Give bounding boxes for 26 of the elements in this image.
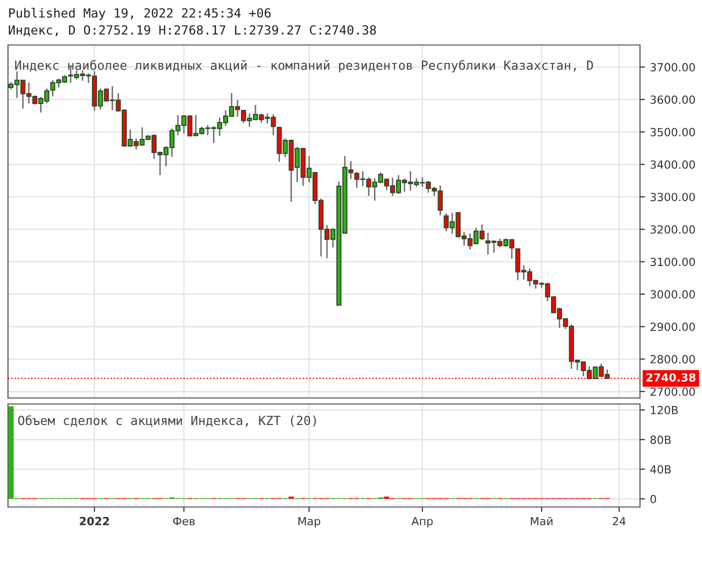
x-tick-label: Фев bbox=[173, 517, 195, 526]
y-tick-label: 120B bbox=[650, 406, 678, 414]
annotation: Индекс наиболее ликвидных акций - компаний резидентов Республики Казахстан, D bbox=[15, 60, 594, 72]
text: Published May 19, 2022 22:45:34 +06 bbox=[9, 8, 271, 20]
y-tick-label: 2700.00 bbox=[650, 387, 695, 396]
x-tick-label: Апр bbox=[412, 517, 433, 528]
x-tick-label: Мар bbox=[298, 517, 320, 528]
x-tick-label: 2022 bbox=[80, 516, 109, 526]
y-tick-label: 80B bbox=[650, 436, 671, 444]
y-tick-label: 3000.00 bbox=[650, 290, 695, 299]
x-tick-label: Май bbox=[530, 516, 552, 526]
y-tick-label: 3500.00 bbox=[650, 128, 695, 136]
text: Индекс, D O:2752.19 H:2768.17 L:2739.27 C:2740.38 bbox=[8, 25, 376, 36]
annotation: Объем сделок с акциями Индекса, KZT (20) bbox=[18, 415, 316, 427]
y-tick-label: 40B bbox=[650, 465, 671, 474]
y-tick-label: 2800.00 bbox=[650, 355, 695, 364]
y-tick-label: 0 bbox=[650, 494, 656, 504]
y-tick-label: 3300.00 bbox=[650, 192, 695, 202]
y-tick-label: 2900.00 bbox=[650, 322, 695, 331]
y-tick-label: 3100.00 bbox=[650, 258, 695, 266]
y-tick-label: 3700.00 bbox=[650, 63, 695, 72]
y-tick-label: 3600.00 bbox=[650, 95, 695, 104]
x-tick-label: 24 bbox=[612, 516, 626, 526]
ref-line-label: 2740.38 bbox=[646, 373, 696, 382]
y-tick-label: 3400.00 bbox=[650, 160, 695, 169]
y-tick-label: 3200.00 bbox=[650, 225, 695, 234]
